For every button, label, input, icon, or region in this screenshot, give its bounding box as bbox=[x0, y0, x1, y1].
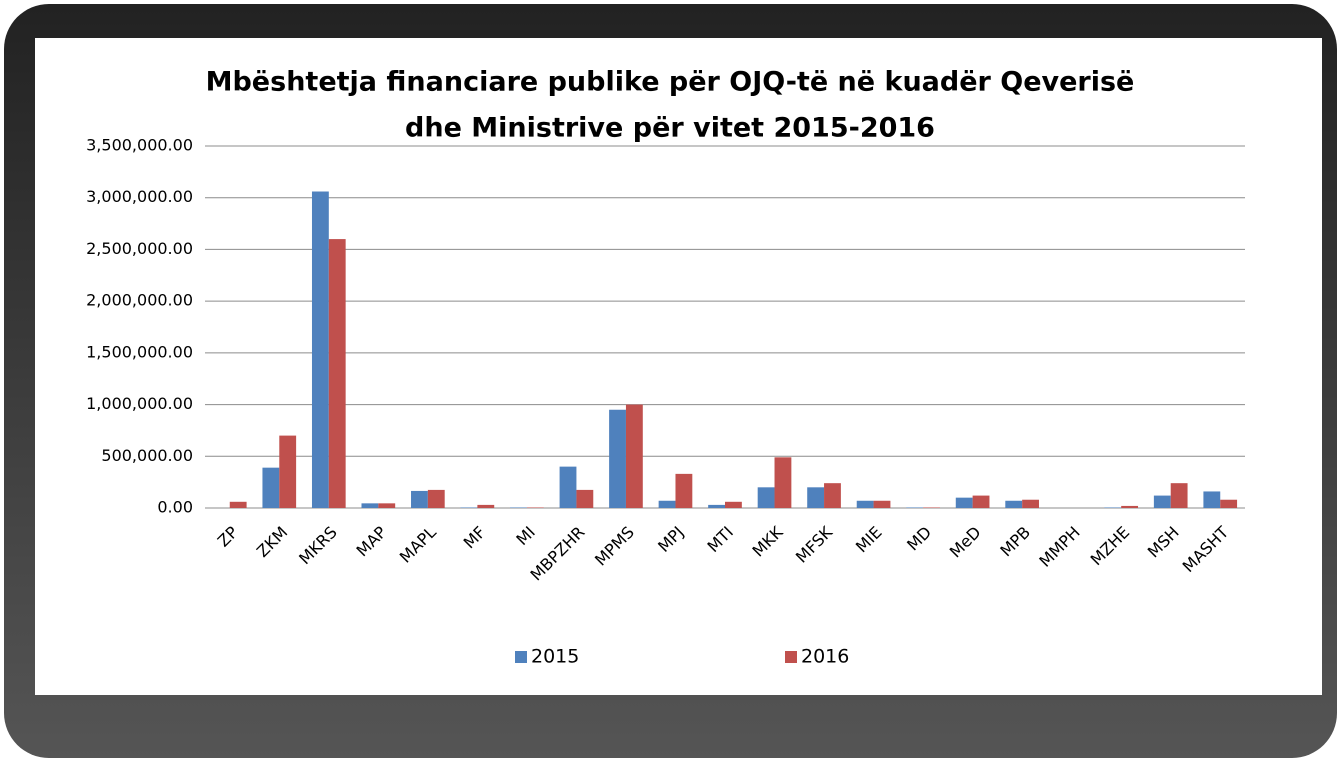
chart-title: dhe Ministrive për vitet 2015-2016 bbox=[405, 113, 935, 144]
legend-swatch bbox=[785, 651, 797, 663]
y-tick-label: 1,500,000.00 bbox=[86, 342, 193, 361]
bar bbox=[1203, 491, 1221, 508]
bar bbox=[229, 501, 247, 508]
bar bbox=[1220, 499, 1238, 508]
y-tick-label: 1,000,000.00 bbox=[86, 394, 193, 413]
bar bbox=[460, 507, 478, 508]
bar bbox=[609, 409, 626, 508]
bar bbox=[807, 487, 825, 508]
bar bbox=[675, 473, 693, 508]
bar bbox=[955, 497, 973, 508]
bar bbox=[576, 489, 594, 508]
chart-title: Mbështetja financiare publike për OJQ-të… bbox=[206, 67, 1135, 98]
y-tick-label: 3,500,000.00 bbox=[86, 136, 193, 155]
bar bbox=[1022, 499, 1039, 508]
bar bbox=[725, 501, 742, 508]
bar bbox=[824, 483, 841, 508]
chart-area bbox=[35, 38, 1322, 695]
legend-label: 2015 bbox=[531, 646, 579, 668]
bar bbox=[262, 467, 280, 508]
bar bbox=[477, 504, 495, 508]
legend-swatch bbox=[515, 651, 527, 663]
bar bbox=[906, 507, 924, 508]
bar bbox=[757, 487, 775, 508]
y-tick-label: 2,500,000.00 bbox=[86, 239, 193, 258]
bar bbox=[510, 507, 527, 508]
bar bbox=[708, 504, 725, 508]
bar bbox=[1005, 500, 1023, 508]
y-tick-label: 2,000,000.00 bbox=[86, 291, 193, 310]
bar bbox=[378, 503, 396, 508]
y-tick-label: 3,000,000.00 bbox=[86, 187, 193, 206]
bar bbox=[625, 404, 643, 508]
bar bbox=[311, 191, 329, 508]
bar bbox=[873, 500, 891, 508]
y-tick-label: 0.00 bbox=[157, 498, 193, 517]
bar bbox=[427, 489, 445, 508]
y-tick-label: 500,000.00 bbox=[101, 446, 193, 465]
bar bbox=[559, 466, 577, 508]
bar bbox=[328, 239, 346, 509]
bar bbox=[774, 457, 792, 508]
bar bbox=[972, 495, 990, 508]
bar bbox=[279, 435, 297, 508]
bar bbox=[1121, 505, 1139, 508]
bar bbox=[1153, 495, 1171, 508]
bar bbox=[856, 500, 874, 508]
bar bbox=[658, 500, 676, 508]
bar bbox=[1170, 483, 1188, 508]
legend-label: 2016 bbox=[801, 646, 849, 668]
bar bbox=[526, 507, 544, 508]
bar bbox=[411, 490, 428, 508]
bar bbox=[1104, 507, 1122, 508]
bar bbox=[361, 503, 379, 508]
bar bbox=[923, 507, 940, 508]
